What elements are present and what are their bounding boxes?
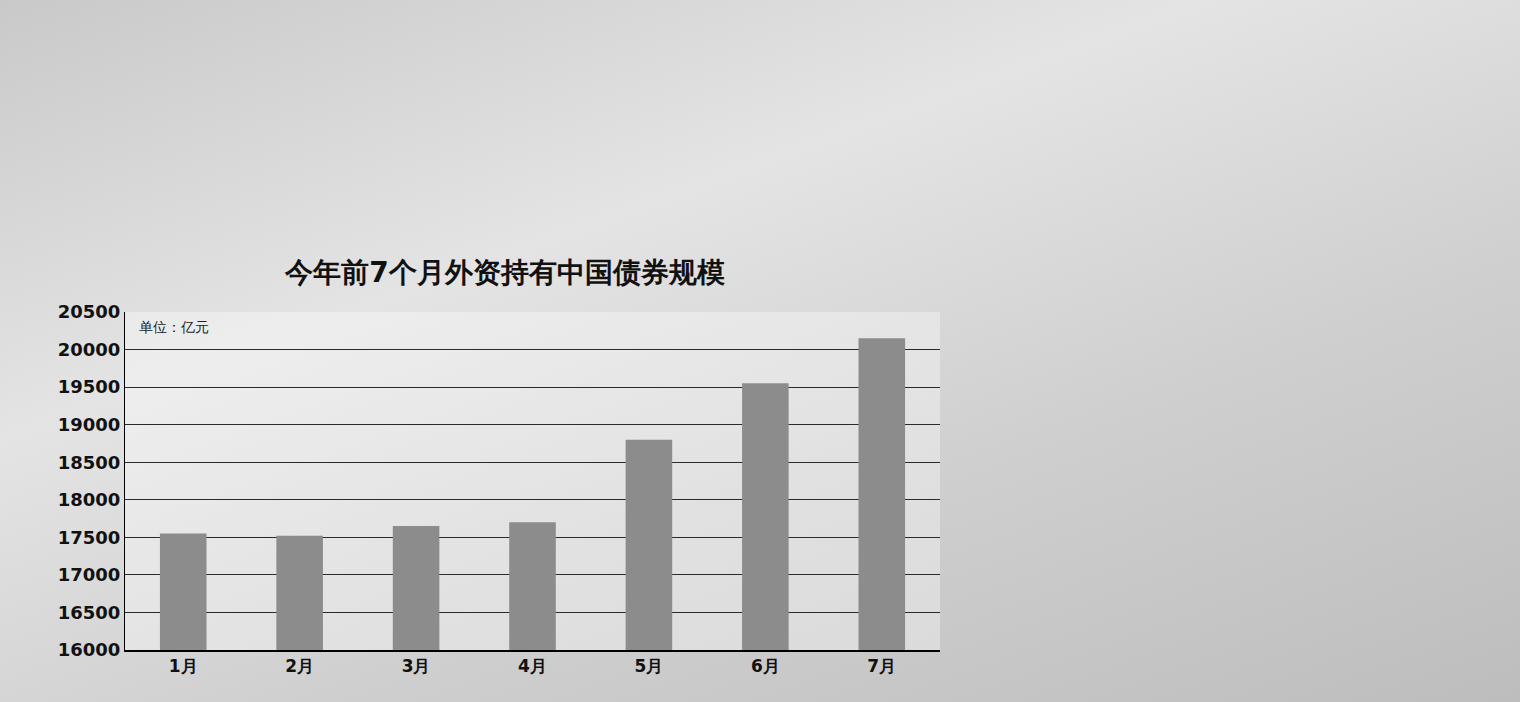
- svg-text:1月: 1月: [169, 656, 198, 676]
- svg-text:18000: 18000: [58, 489, 121, 510]
- svg-text:20500: 20500: [58, 301, 121, 322]
- svg-text:2月: 2月: [285, 656, 314, 676]
- svg-text:20000: 20000: [58, 339, 121, 360]
- svg-text:16000: 16000: [58, 639, 121, 660]
- svg-text:单位：亿元: 单位：亿元: [139, 319, 209, 335]
- svg-text:7月: 7月: [867, 656, 896, 676]
- svg-text:4月: 4月: [518, 656, 547, 676]
- svg-text:19000: 19000: [58, 414, 121, 435]
- svg-text:18500: 18500: [58, 452, 121, 473]
- svg-text:17500: 17500: [58, 527, 121, 548]
- svg-text:19500: 19500: [58, 376, 121, 397]
- svg-text:17000: 17000: [58, 564, 121, 585]
- svg-text:5月: 5月: [635, 656, 664, 676]
- svg-text:16500: 16500: [58, 602, 121, 623]
- svg-text:3月: 3月: [402, 656, 431, 676]
- svg-text:今年前7个月外资持有中国债券规模: 今年前7个月外资持有中国债券规模: [284, 256, 724, 289]
- svg-text:6月: 6月: [751, 656, 780, 676]
